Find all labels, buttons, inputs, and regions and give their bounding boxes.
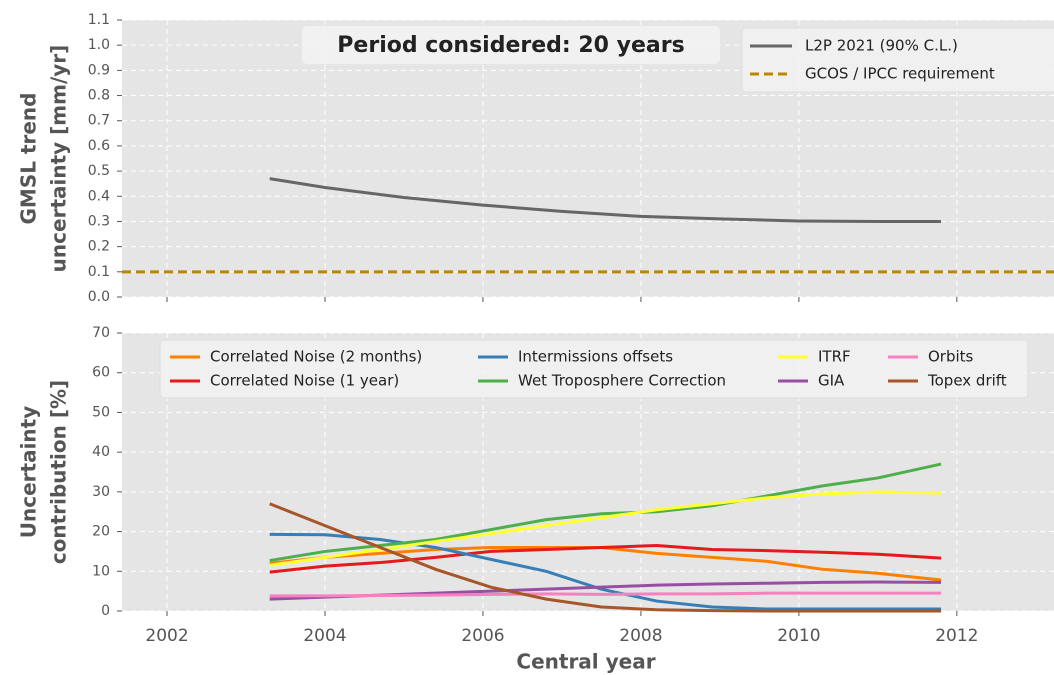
y-tick-label: 0.7 [88, 113, 110, 129]
legend-label: GCOS / IPCC requirement [805, 65, 995, 83]
x-tick-label: 2012 [935, 626, 978, 646]
y-axis-label: Uncertainty [17, 406, 41, 539]
legend-label: ITRF [818, 348, 851, 366]
legend-label: Orbits [928, 348, 974, 366]
legend-label: Intermissions offsets [518, 348, 673, 366]
x-tick-label: 2008 [619, 626, 662, 646]
series-line [269, 543, 942, 574]
legend-box [159, 339, 1029, 399]
y-tick-label: 0.6 [88, 138, 110, 154]
y-tick-label: 0.5 [88, 163, 110, 179]
annotation: Period considered: 20 years [337, 33, 684, 58]
legend-box [741, 27, 1054, 93]
y-axis-label: uncertainty [mm/yr] [47, 45, 71, 273]
y-axis-label: GMSL trend [17, 93, 41, 225]
y-tick-label: 70 [92, 325, 110, 341]
y-tick-label: 40 [92, 444, 110, 460]
y-tick-label: 0.4 [88, 188, 110, 204]
x-tick-label: 2002 [145, 626, 188, 646]
y-tick-label: 1.1 [88, 12, 110, 28]
y-axis-label: contribution [%] [47, 380, 71, 564]
y-tick-label: 0.1 [88, 264, 110, 280]
y-tick-label: 0.3 [88, 213, 110, 229]
legend-label: Correlated Noise (1 year) [210, 372, 399, 390]
y-tick-label: 0.8 [88, 88, 110, 104]
y-tick-label: 0.0 [88, 289, 110, 305]
x-tick-label: 2006 [461, 626, 504, 646]
series-line [269, 462, 942, 563]
legend-label: L2P 2021 (90% C.L.) [805, 37, 958, 55]
y-tick-label: 60 [92, 365, 110, 381]
y-tick-label: 20 [92, 524, 110, 540]
y-tick-label: 0.9 [88, 62, 110, 78]
x-tick-label: 2010 [777, 626, 820, 646]
series-line [269, 502, 942, 613]
annotation-box [302, 26, 720, 64]
legend-label: GIA [818, 372, 845, 390]
y-tick-label: 1.0 [88, 37, 110, 53]
y-tick-label: 10 [92, 563, 110, 579]
x-axis-label: Central year [516, 650, 655, 674]
y-tick-label: 50 [92, 404, 110, 420]
x-tick-label: 2004 [303, 626, 346, 646]
series-line [269, 490, 942, 567]
legend-label: Wet Troposphere Correction [518, 372, 726, 390]
y-tick-label: 0 [101, 603, 110, 619]
series-line [269, 532, 942, 611]
series-line [269, 591, 942, 598]
y-tick-label: 0.2 [88, 239, 110, 255]
legend-label: Topex drift [927, 372, 1007, 390]
legend-label: Correlated Noise (2 months) [210, 348, 422, 366]
series-line [269, 177, 942, 223]
y-tick-label: 30 [92, 484, 110, 500]
